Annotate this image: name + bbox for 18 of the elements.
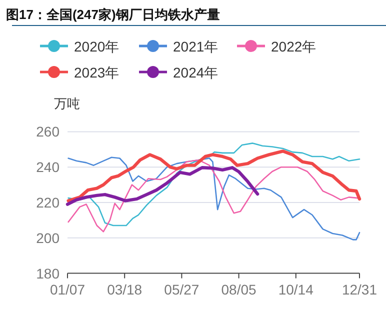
- y-tick-label: 240: [36, 159, 60, 176]
- x-tick-label: 10/14: [278, 281, 314, 298]
- legend-label: 2020年: [74, 38, 120, 54]
- x-tick-label: 08/05: [221, 281, 257, 298]
- x-tick-label: 12/31: [342, 281, 378, 298]
- x-tick-label: 01/07: [50, 281, 86, 298]
- y-tick-label: 180: [36, 265, 60, 282]
- x-tick-label: 03/18: [107, 281, 142, 298]
- x-tick-label: 05/27: [164, 281, 200, 298]
- y-axis-title: 万吨: [54, 96, 80, 111]
- y-tick-label: 220: [36, 194, 60, 210]
- chart-title: 图17：全国(247家)钢厂日均铁水产量: [6, 7, 220, 22]
- legend-label: 2021年: [173, 38, 218, 54]
- legend-label: 2023年: [74, 64, 120, 80]
- legend-label: 2022年: [271, 38, 316, 54]
- legend-label: 2024年: [173, 64, 218, 80]
- y-tick-label: 260: [36, 124, 60, 140]
- y-tick-label: 200: [36, 230, 60, 246]
